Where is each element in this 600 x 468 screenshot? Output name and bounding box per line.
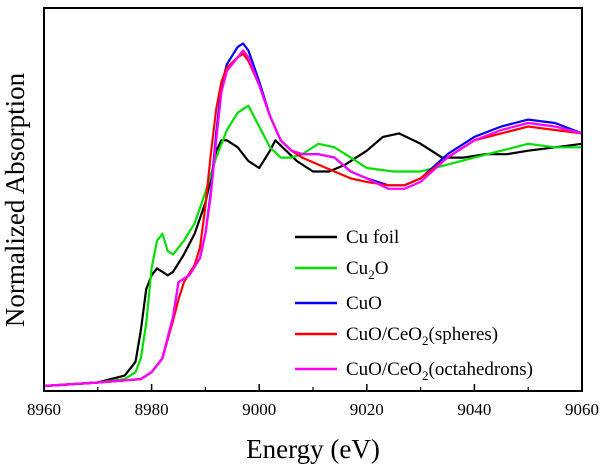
legend-label-2: CuO [346,293,382,314]
legend-label-1: Cu2O [346,258,388,282]
legend: Cu foil Cu2O CuO CuO/CeO2(spheres) CuO/CeO2(… [295,227,533,383]
x-tick-label-5: 9060 [565,400,599,419]
plot-lines [43,42,583,388]
x-axis-title: Energy (eV) [246,434,380,464]
series-line-0 [43,132,583,388]
x-tick-label-1: 8980 [135,400,169,419]
x-tick-label-4: 9040 [457,400,491,419]
legend-label-4: CuO/CeO2(octahedrons) [346,359,533,383]
x-tick-label-0: 8960 [27,400,61,419]
legend-label-0: Cu foil [346,227,399,248]
series-line-4 [43,49,583,388]
series-line-3 [43,52,583,388]
x-axis: 8960 8980 9000 9020 9040 9060 [27,384,599,419]
x-tick-label-2: 9000 [242,400,276,419]
y-axis-title: Normalized Absorption [0,72,30,327]
series-line-1 [43,104,582,388]
x-tick-label-3: 9020 [350,400,384,419]
legend-label-3: CuO/CeO2(spheres) [346,324,498,348]
